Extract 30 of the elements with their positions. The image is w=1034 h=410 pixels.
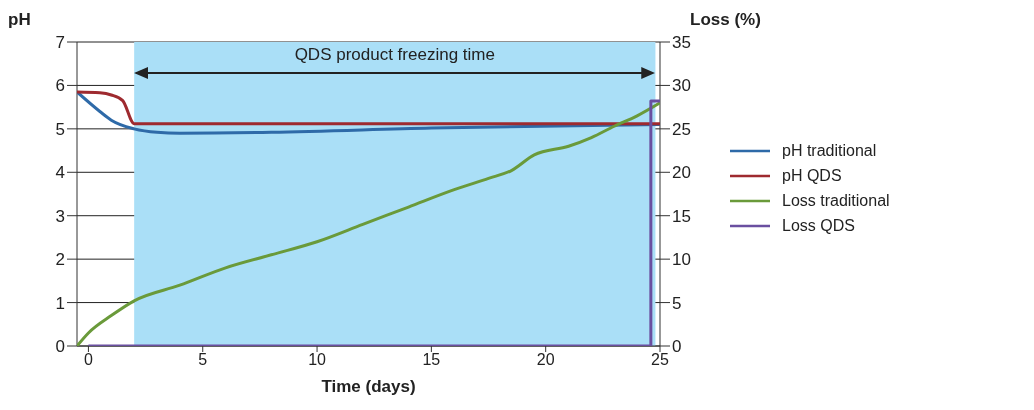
y2-axis-title: Loss (%) <box>690 10 761 30</box>
y2-tick-label: 25 <box>672 119 691 139</box>
legend-label: pH QDS <box>782 166 842 185</box>
x-tick-label: 0 <box>83 351 93 369</box>
x-tick-label: 10 <box>308 351 327 369</box>
y-tick-label: 5 <box>55 119 65 139</box>
line-series <box>77 90 660 135</box>
y2-tick-label: 15 <box>672 206 691 226</box>
y2-tick-label: 30 <box>672 76 691 96</box>
y2-tick-label: 10 <box>672 250 691 270</box>
y-axis-title: pH <box>8 10 31 30</box>
band-label: QDS product freezing time <box>294 45 495 65</box>
line-series <box>77 90 660 126</box>
y2-tick-label: 20 <box>672 163 691 183</box>
x-tick-label: 5 <box>198 351 208 369</box>
y-tick-label: 3 <box>55 206 65 226</box>
y-tick-label: 2 <box>55 250 65 270</box>
x-tick-label: 25 <box>651 351 669 369</box>
legend-label: Loss traditional <box>782 191 890 210</box>
x-tick-label: 15 <box>422 351 441 369</box>
y-tick-label: 4 <box>55 163 65 183</box>
x-tick-label: 20 <box>536 351 555 369</box>
y-tick-label: 1 <box>55 293 65 313</box>
legend-label: pH traditional <box>782 141 877 160</box>
legend-label: Loss QDS <box>782 216 855 235</box>
y-tick-label: 7 <box>55 33 65 53</box>
y-tick-label: 6 <box>55 76 65 96</box>
x-axis-title: Time (days) <box>321 377 416 396</box>
y2-tick-label: 35 <box>672 33 691 53</box>
y2-tick-label: 5 <box>672 293 682 313</box>
